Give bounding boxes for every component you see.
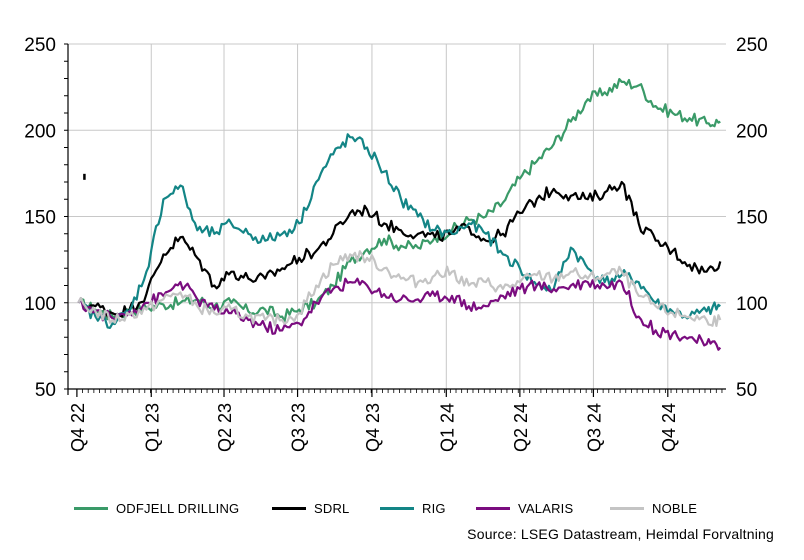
legend-item-sdrl: SDRL [272, 501, 349, 516]
x-tick-label: Q1 24 [437, 403, 457, 452]
legend-swatch [476, 507, 510, 510]
legend-label: ODFJELL DRILLING [116, 501, 240, 516]
chart-grid [68, 43, 726, 390]
x-tick-label: Q3 24 [584, 403, 604, 452]
chart-legend: ODFJELL DRILLING SDRL RIG VALARIS NOBLE [66, 501, 786, 521]
y-tick-label-left: 150 [24, 208, 56, 229]
x-tick-label: Q4 23 [363, 403, 383, 452]
legend-label: SDRL [314, 501, 350, 516]
legend-item-valaris: VALARIS [476, 501, 573, 516]
legend-label: VALARIS [518, 501, 574, 516]
y-tick-label-right: 50 [736, 380, 757, 401]
line-chart: 50 50 100 100 150 150 200 200 250 250 Q4 22 Q1 23 Q2… [24, 35, 767, 452]
y-tick-label-left: 200 [24, 121, 56, 142]
series-line [77, 277, 722, 351]
series-line [77, 180, 722, 318]
chart-labels: 50 50 100 100 150 150 200 200 250 250 Q4 22 Q1 23 Q2… [24, 35, 767, 452]
y-tick-label-right: 250 [736, 35, 768, 56]
source-note: Source: LSEG Datastream, Heimdal Forvalt… [467, 526, 774, 542]
legend-swatch [610, 507, 644, 510]
chart-series [77, 78, 722, 351]
legend-item-rig: RIG [380, 501, 446, 516]
y-tick-label-left: 100 [24, 294, 56, 315]
legend-label: RIG [422, 501, 446, 516]
series-line [77, 133, 721, 329]
legend-swatch [74, 507, 108, 510]
y-tick-label-right: 200 [736, 121, 768, 142]
x-tick-label: Q2 24 [511, 403, 531, 452]
y-tick-label-left: 50 [35, 380, 56, 401]
legend-label: NOBLE [652, 501, 698, 516]
x-tick-label: Q1 23 [142, 403, 162, 452]
legend-item-noble: NOBLE [610, 501, 697, 516]
x-tick-label: Q4 22 [68, 403, 88, 452]
annotation-marker [83, 173, 86, 180]
legend-item-odfjell: ODFJELL DRILLING [74, 501, 239, 516]
x-tick-label: Q4 24 [659, 403, 679, 452]
y-tick-label-right: 150 [736, 208, 768, 229]
legend-swatch [380, 507, 414, 510]
legend-swatch [272, 507, 306, 510]
series-line [77, 250, 722, 327]
y-tick-label-left: 250 [24, 35, 56, 56]
chart-axes [64, 43, 726, 397]
series-line [77, 78, 721, 323]
y-tick-label-right: 100 [736, 294, 768, 315]
x-tick-label: Q3 23 [289, 403, 309, 452]
x-tick-label: Q2 23 [215, 403, 235, 452]
